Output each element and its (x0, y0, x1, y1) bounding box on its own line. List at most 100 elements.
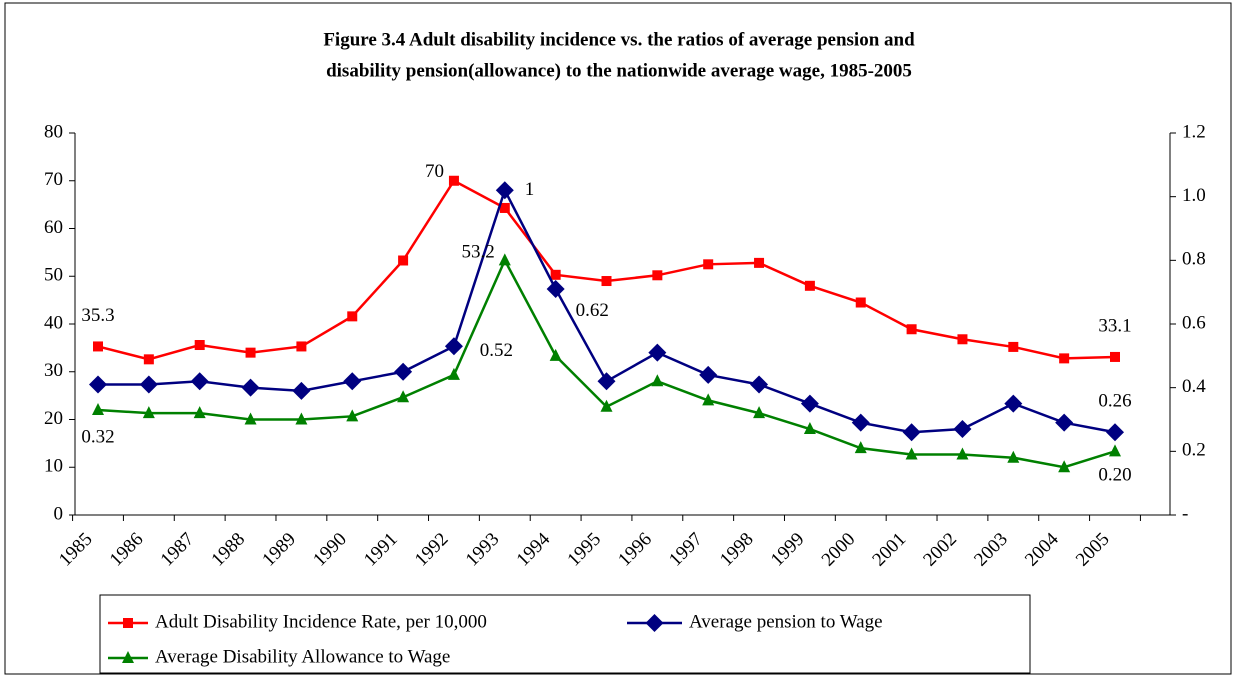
annotation: 0.26 (1098, 391, 1131, 412)
marker (651, 374, 664, 387)
marker (550, 269, 561, 280)
marker (93, 341, 103, 352)
annotation: 0.52 (480, 340, 513, 361)
legend-box (99, 594, 1031, 674)
marker (190, 372, 209, 391)
marker (956, 447, 969, 460)
marker (905, 447, 918, 460)
marker (92, 402, 104, 415)
annotation: 0.62 (576, 300, 609, 321)
marker (645, 614, 664, 632)
annotation: 0.20 (1098, 465, 1131, 486)
marker (1110, 351, 1120, 362)
y2-tick-label: - (1182, 503, 1188, 524)
y2-tick-label: 1.2 (1182, 121, 1206, 142)
marker (851, 413, 870, 432)
marker (803, 422, 816, 435)
marker (139, 375, 158, 394)
marker (1004, 394, 1023, 413)
marker (601, 276, 612, 287)
y-tick-label: 30 (44, 360, 63, 381)
marker (194, 340, 205, 351)
marker (902, 423, 921, 442)
marker (499, 202, 510, 213)
annotation: 35.3 (81, 305, 114, 326)
marker (549, 348, 562, 361)
marker (245, 347, 256, 358)
y-tick-label: 50 (44, 265, 63, 286)
annotation: 0.32 (81, 426, 114, 447)
y-tick-label: 70 (44, 169, 63, 190)
marker (600, 399, 613, 412)
y2-tick-label: 0.6 (1182, 312, 1206, 333)
marker (702, 393, 715, 406)
marker (800, 394, 819, 413)
marker (753, 406, 766, 419)
marker (123, 618, 133, 628)
marker (1058, 460, 1071, 473)
annotation: 1 (525, 179, 535, 200)
y-tick-label: 10 (44, 456, 63, 477)
legend-label: Average Disability Allowance to Wage (155, 646, 450, 667)
marker (296, 341, 307, 352)
marker (750, 375, 769, 394)
marker (241, 378, 260, 397)
y2-tick-label: 0.2 (1182, 440, 1206, 461)
marker (1109, 444, 1121, 457)
marker (855, 297, 866, 308)
y2-tick-label: 0.8 (1182, 249, 1206, 270)
y2-tick-label: 1.0 (1182, 185, 1206, 206)
marker (648, 343, 667, 362)
marker (244, 412, 257, 425)
marker (1106, 423, 1124, 442)
marker (906, 324, 917, 335)
y2-tick-label: 0.4 (1182, 376, 1206, 397)
marker (754, 257, 765, 268)
marker (652, 270, 663, 281)
marker (397, 390, 410, 403)
chart-border (4, 2, 1232, 675)
marker (444, 337, 463, 356)
marker (854, 441, 867, 454)
marker (703, 259, 714, 270)
marker (699, 365, 718, 384)
marker (495, 181, 514, 200)
y-tick-label: 60 (44, 217, 63, 238)
marker (804, 280, 815, 291)
marker (957, 334, 968, 345)
marker (142, 406, 155, 419)
marker (448, 175, 459, 186)
marker (193, 406, 206, 419)
marker (347, 311, 358, 322)
marker (498, 253, 511, 266)
y-tick-label: 80 (44, 121, 63, 142)
marker (292, 381, 311, 400)
marker (1007, 450, 1020, 463)
marker (343, 372, 362, 391)
chart-title: Figure 3.4 Adult disability incidence vs… (323, 29, 915, 50)
marker (1059, 353, 1070, 364)
marker (546, 279, 565, 298)
marker (295, 412, 308, 425)
annotation: 33.1 (1098, 315, 1131, 336)
y-tick-label: 40 (44, 312, 63, 333)
marker (394, 362, 413, 381)
annotation: 70 (425, 161, 444, 182)
marker (89, 375, 107, 394)
y-tick-label: 0 (54, 503, 64, 524)
marker (143, 354, 154, 365)
legend-label: Average pension to Wage (689, 611, 883, 632)
chart-subtitle: disability pension(allowance) to the nat… (326, 60, 912, 81)
marker (1055, 413, 1074, 432)
marker (447, 367, 460, 380)
marker (122, 651, 134, 663)
marker (953, 420, 972, 439)
marker (597, 372, 616, 391)
y-tick-label: 20 (44, 408, 63, 429)
marker (346, 409, 359, 422)
legend-label: Adult Disability Incidence Rate, per 10,… (155, 611, 487, 632)
annotation: 53.2 (462, 241, 495, 262)
marker (398, 255, 409, 266)
marker (1008, 341, 1019, 352)
